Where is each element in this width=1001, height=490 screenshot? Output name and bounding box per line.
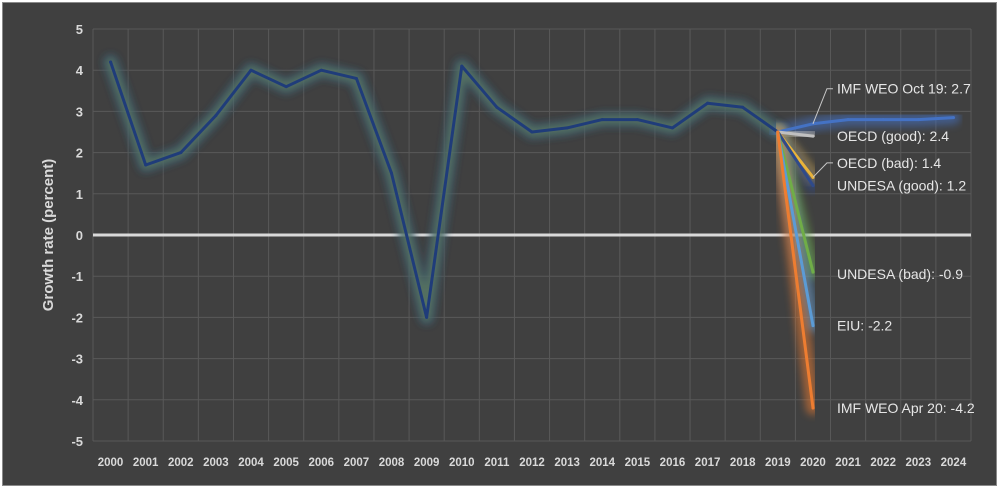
x-tick-label: 2003 <box>203 457 229 469</box>
x-tick-label: 2010 <box>449 457 475 469</box>
series-line <box>109 60 780 319</box>
x-tick-label: 2014 <box>589 457 615 469</box>
data-point <box>811 270 815 274</box>
data-point <box>951 116 955 120</box>
annotation-leaders <box>812 88 833 178</box>
x-tick-label: 2019 <box>765 457 791 469</box>
annotation-label: OECD (good): 2.4 <box>837 128 949 144</box>
data-point <box>811 134 815 138</box>
annotation-label: UNDESA (good): 1.2 <box>837 178 966 194</box>
annotations: IMF WEO Oct 19: 2.7 OECD (good): 2.4 OECD … <box>837 81 975 416</box>
x-axis-ticks: 2000 2001 2002 2003 2004 2005 2006 2007 2008 2009… <box>98 457 967 469</box>
y-tick-label: 5 <box>76 22 83 37</box>
x-tick-label: 2020 <box>800 457 826 469</box>
series-lines <box>109 60 955 410</box>
x-tick-label: 2002 <box>168 457 194 469</box>
data-point <box>319 68 323 72</box>
series-line <box>776 130 815 188</box>
data-point <box>635 118 639 122</box>
x-tick-label: 2004 <box>238 457 264 469</box>
data-point <box>354 76 358 80</box>
series-line <box>776 130 815 274</box>
y-tick-label: 3 <box>76 104 83 119</box>
x-tick-label: 2001 <box>133 457 159 469</box>
data-point <box>706 101 710 105</box>
data-point <box>776 130 780 134</box>
y-tick-label: 2 <box>76 146 83 161</box>
data-point <box>811 324 815 328</box>
data-point <box>881 118 885 122</box>
data-point <box>916 118 920 122</box>
annotation-label: IMF WEO Apr 20: -4.2 <box>837 400 975 416</box>
data-point <box>846 118 850 122</box>
y-tick-label: -5 <box>71 434 83 449</box>
data-point <box>495 105 499 109</box>
data-point <box>179 151 183 155</box>
x-tick-label: 2013 <box>554 457 580 469</box>
x-tick-label: 2007 <box>344 457 370 469</box>
series-line <box>776 130 815 328</box>
data-point <box>214 114 218 118</box>
data-point <box>530 130 534 134</box>
x-tick-label: 2023 <box>906 457 932 469</box>
x-tick-label: 2015 <box>625 457 651 469</box>
y-tick-label: 1 <box>76 187 83 202</box>
data-point <box>284 85 288 89</box>
data-point <box>811 184 815 188</box>
x-tick-label: 2021 <box>835 457 861 469</box>
x-tick-label: 2017 <box>695 457 721 469</box>
x-tick-label: 2011 <box>484 457 510 469</box>
x-tick-label: 2016 <box>660 457 686 469</box>
data-point <box>144 163 148 167</box>
y-tick-label: -2 <box>71 310 83 325</box>
data-point <box>460 64 464 68</box>
y-axis-label: Growth rate (percent) <box>40 159 57 312</box>
data-point <box>670 126 674 130</box>
data-point <box>390 171 394 175</box>
x-tick-label: 2022 <box>870 457 896 469</box>
y-axis-ticks: -5 -4 -3 -2 -1 0 1 2 3 4 5 <box>71 22 83 449</box>
annotation-label: EIU: -2.2 <box>837 318 892 334</box>
data-point <box>811 406 815 410</box>
series-line <box>776 130 815 138</box>
x-tick-label: 2018 <box>730 457 756 469</box>
annotation-label: IMF WEO Oct 19: 2.7 <box>837 81 971 97</box>
x-tick-label: 2009 <box>414 457 440 469</box>
x-tick-label: 2005 <box>273 457 299 469</box>
annotation-label: UNDESA (bad): -0.9 <box>837 266 963 282</box>
x-tick-label: 2024 <box>941 457 967 469</box>
x-tick-label: 2006 <box>308 457 334 469</box>
data-point <box>249 68 253 72</box>
data-point <box>425 315 429 319</box>
x-tick-label: 2012 <box>519 457 545 469</box>
data-point <box>109 60 113 64</box>
y-tick-label: -1 <box>71 269 83 284</box>
y-tick-label: 4 <box>76 63 84 78</box>
annotation-leader <box>812 88 833 124</box>
x-tick-label: 2000 <box>98 457 124 469</box>
data-point <box>741 105 745 109</box>
x-tick-label: 2008 <box>379 457 405 469</box>
annotation-leader <box>812 162 833 178</box>
y-tick-label: -4 <box>71 393 83 408</box>
series-line <box>776 116 955 134</box>
data-point <box>565 126 569 130</box>
y-tick-label: 0 <box>76 228 83 243</box>
series-line <box>776 130 815 410</box>
data-point <box>600 118 604 122</box>
annotation-label: OECD (bad): 1.4 <box>837 155 941 171</box>
y-tick-label: -3 <box>71 352 83 367</box>
